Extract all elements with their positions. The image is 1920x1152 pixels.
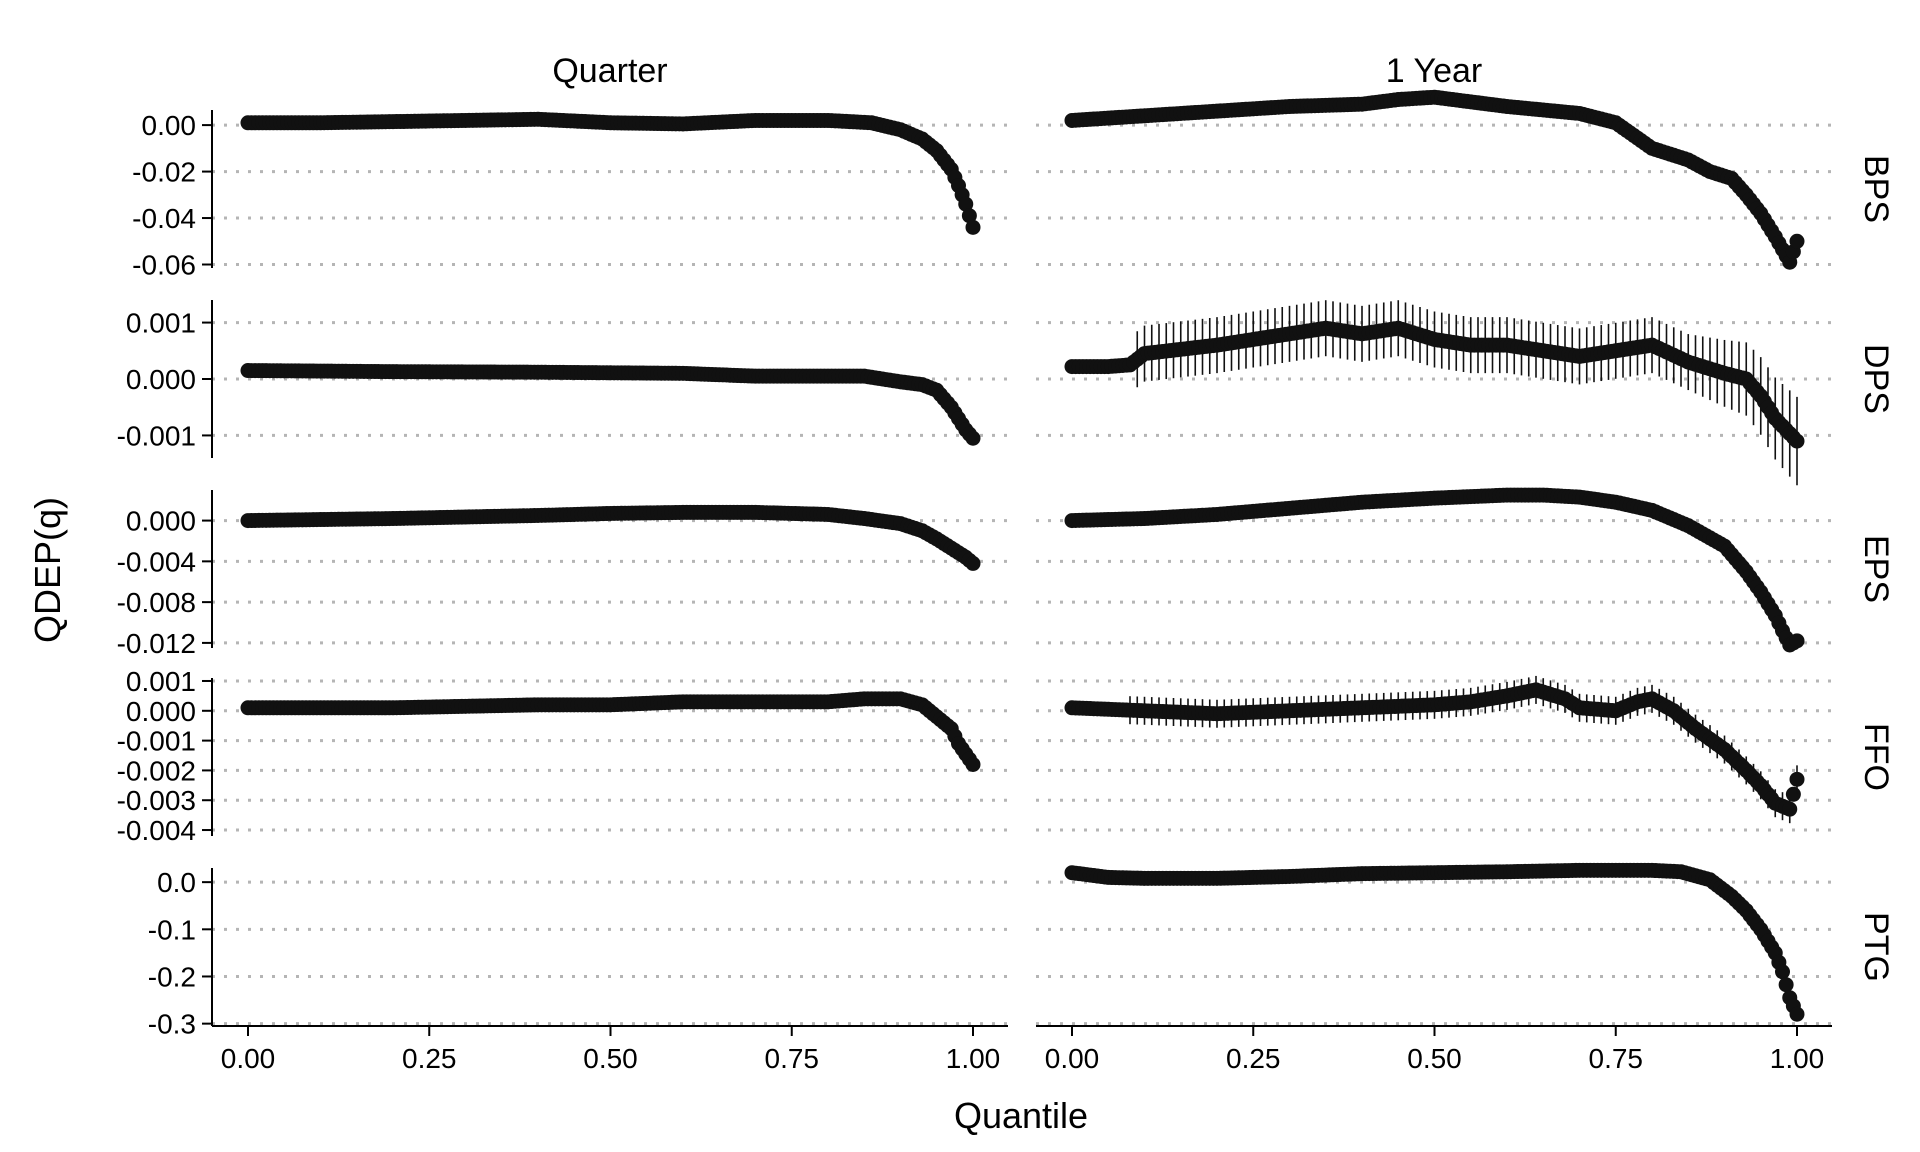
data-point	[1782, 801, 1798, 817]
y-tick-label: 0.000	[126, 364, 196, 395]
series-bps-1-year	[1064, 89, 1805, 270]
x-tick-label: 0.00	[1045, 1043, 1100, 1074]
panel-row-ptg: 0.0 -0.1 -0.2 -0.3 PTG	[148, 862, 1895, 1040]
data-point	[965, 756, 981, 772]
series-ffo-1-year	[1064, 675, 1805, 824]
y-tick-label: 0.000	[126, 506, 196, 537]
y-tick-label: -0.04	[132, 203, 196, 234]
x-axis-1-year: 0.00 0.25 0.50 0.75 1.00	[1036, 1025, 1832, 1074]
column-label-quarter: Quarter	[552, 52, 667, 90]
y-tick-label: 0.00	[142, 110, 197, 141]
x-tick-label: 0.75	[1589, 1043, 1644, 1074]
x-tick-label: 1.00	[946, 1043, 1001, 1074]
series-eps-1-year	[1064, 487, 1805, 653]
data-point	[961, 208, 977, 224]
data-point	[1785, 786, 1801, 802]
series-ffo-quarter	[240, 691, 981, 772]
data-point	[1778, 977, 1794, 993]
x-tick-label: 0.75	[765, 1043, 820, 1074]
x-axis-title: Quantile	[954, 1095, 1088, 1136]
data-point	[965, 430, 981, 446]
y-tick-label: -0.003	[117, 785, 196, 816]
y-axis-title: QDEP(q)	[27, 497, 68, 643]
data-point	[1789, 633, 1805, 649]
x-tick-label: 0.50	[1407, 1043, 1462, 1074]
y-tick-label: -0.004	[117, 815, 196, 846]
series-dps-quarter	[240, 363, 981, 446]
series-eps-quarter	[240, 504, 981, 571]
series-bps-quarter	[240, 111, 981, 235]
y-tick-label: -0.2	[148, 961, 196, 992]
data-point	[965, 555, 981, 571]
y-tick-label: 0.001	[126, 666, 196, 697]
x-tick-label: 0.25	[402, 1043, 457, 1074]
y-tick-label: -0.001	[117, 726, 196, 757]
y-tick-label: -0.1	[148, 914, 196, 945]
x-tick-label: 1.00	[1770, 1043, 1825, 1074]
row-label-eps: EPS	[1857, 535, 1895, 603]
series-dps-1-year	[1064, 300, 1805, 486]
y-tick-label: 0.0	[157, 867, 196, 898]
data-point	[1789, 771, 1805, 787]
panel-row-eps: 0.000 -0.004 -0.008 -0.012 EPS	[117, 487, 1895, 659]
y-tick-label: -0.002	[117, 755, 196, 786]
y-tick-label: -0.004	[117, 546, 196, 577]
row-label-bps: BPS	[1857, 155, 1895, 223]
column-label-1-year: 1 Year	[1386, 52, 1482, 90]
panels-layer: 0.00-0.02-0.04-0.06BPS0.0010.000-0.001DP…	[117, 89, 1895, 1074]
panel-row-bps: 0.00 -0.02 -0.04 -0.06 BPS	[132, 89, 1895, 281]
y-tick-label: 0.000	[126, 696, 196, 727]
y-tick-label: -0.3	[148, 1009, 196, 1040]
data-point	[1789, 433, 1805, 449]
x-tick-label: 0.50	[583, 1043, 638, 1074]
panel-row-dps: 0.001 0.000 -0.001 DPS	[117, 300, 1895, 486]
y-tick-label: -0.008	[117, 587, 196, 618]
data-point	[1789, 1006, 1805, 1022]
data-point	[958, 196, 974, 212]
row-label-dps: DPS	[1857, 344, 1895, 414]
y-tick-label: -0.02	[132, 157, 196, 188]
x-tick-label: 0.25	[1226, 1043, 1281, 1074]
y-tick-label: -0.06	[132, 250, 196, 281]
data-point	[1775, 964, 1790, 980]
x-axis-quarter: 0.00 0.25 0.50 0.75 1.00	[212, 1025, 1008, 1074]
y-tick-label: 0.001	[126, 308, 196, 339]
row-label-ptg: PTG	[1857, 912, 1895, 982]
series-ptg-1-year	[1064, 862, 1805, 1022]
data-point	[965, 219, 981, 235]
y-tick-label: -0.012	[117, 628, 196, 659]
data-point	[1789, 233, 1805, 249]
row-label-ffo: FFO	[1857, 723, 1895, 791]
x-tick-label: 0.00	[221, 1043, 276, 1074]
y-tick-label: -0.001	[117, 420, 196, 451]
